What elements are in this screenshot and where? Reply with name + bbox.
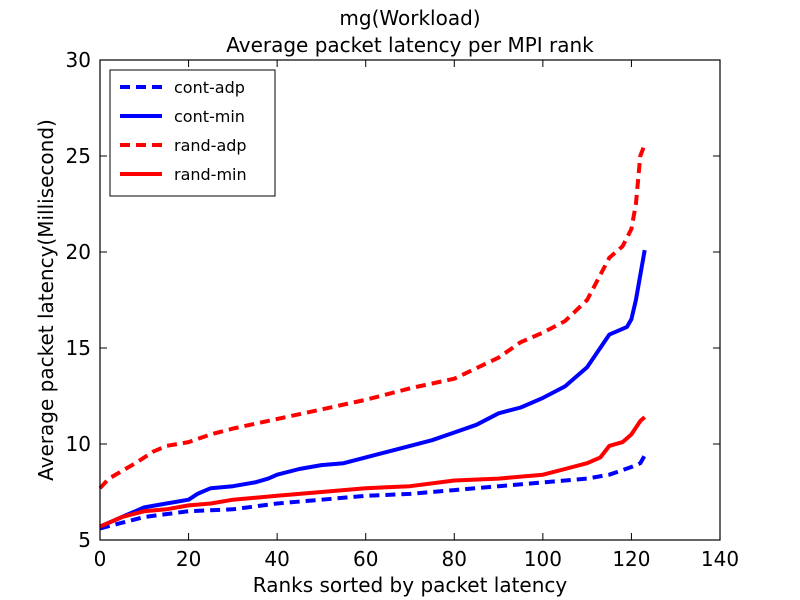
legend-label-rand-adp: rand-adp	[174, 136, 247, 155]
y-tick-label-25: 25	[66, 144, 91, 168]
x-tick-label-100: 100	[524, 547, 562, 571]
x-tick-label-120: 120	[612, 547, 650, 571]
legend-label-cont-adp: cont-adp	[174, 78, 245, 97]
y-tick-label-30: 30	[66, 48, 91, 72]
series-line-cont-min	[99, 249, 647, 529]
chart-title-line-1: mg(Workload)	[339, 6, 481, 30]
x-tick-label-40: 40	[264, 547, 289, 571]
series-rand-adp	[98, 143, 647, 490]
x-tick-label-80: 80	[442, 547, 467, 571]
series-line-cont-adp	[99, 454, 647, 531]
legend-label-rand-min: rand-min	[174, 165, 247, 184]
series-cont-min	[99, 249, 647, 529]
legend-label-cont-min: cont-min	[174, 107, 245, 126]
series-line-rand-adp	[98, 143, 647, 490]
series-line-rand-min	[99, 415, 647, 529]
x-tick-label-60: 60	[353, 547, 378, 571]
chart-title-line-2: Average packet latency per MPI rank	[226, 33, 594, 57]
y-tick-label-10: 10	[66, 432, 91, 456]
x-tick-label-140: 140	[701, 547, 739, 571]
y-tick-label-15: 15	[66, 336, 91, 360]
x-axis-label: Ranks sorted by packet latency	[252, 573, 568, 597]
series-layer	[98, 143, 647, 531]
y-tick-label-20: 20	[66, 240, 91, 264]
x-tick-label-0: 0	[94, 547, 107, 571]
series-rand-min	[99, 415, 647, 529]
series-cont-adp	[99, 454, 647, 531]
y-axis-label: Average packet latency(Millisecond)	[34, 119, 58, 481]
x-tick-label-20: 20	[176, 547, 201, 571]
plot-area-frame	[99, 59, 721, 541]
y-tick-label-5: 5	[78, 528, 91, 552]
axis-layer: 0 20 40 60 80 100 120 140 5 10 15 20 25 30	[66, 48, 740, 571]
legend: cont-adp cont-min rand-adp rand-min	[109, 69, 276, 197]
